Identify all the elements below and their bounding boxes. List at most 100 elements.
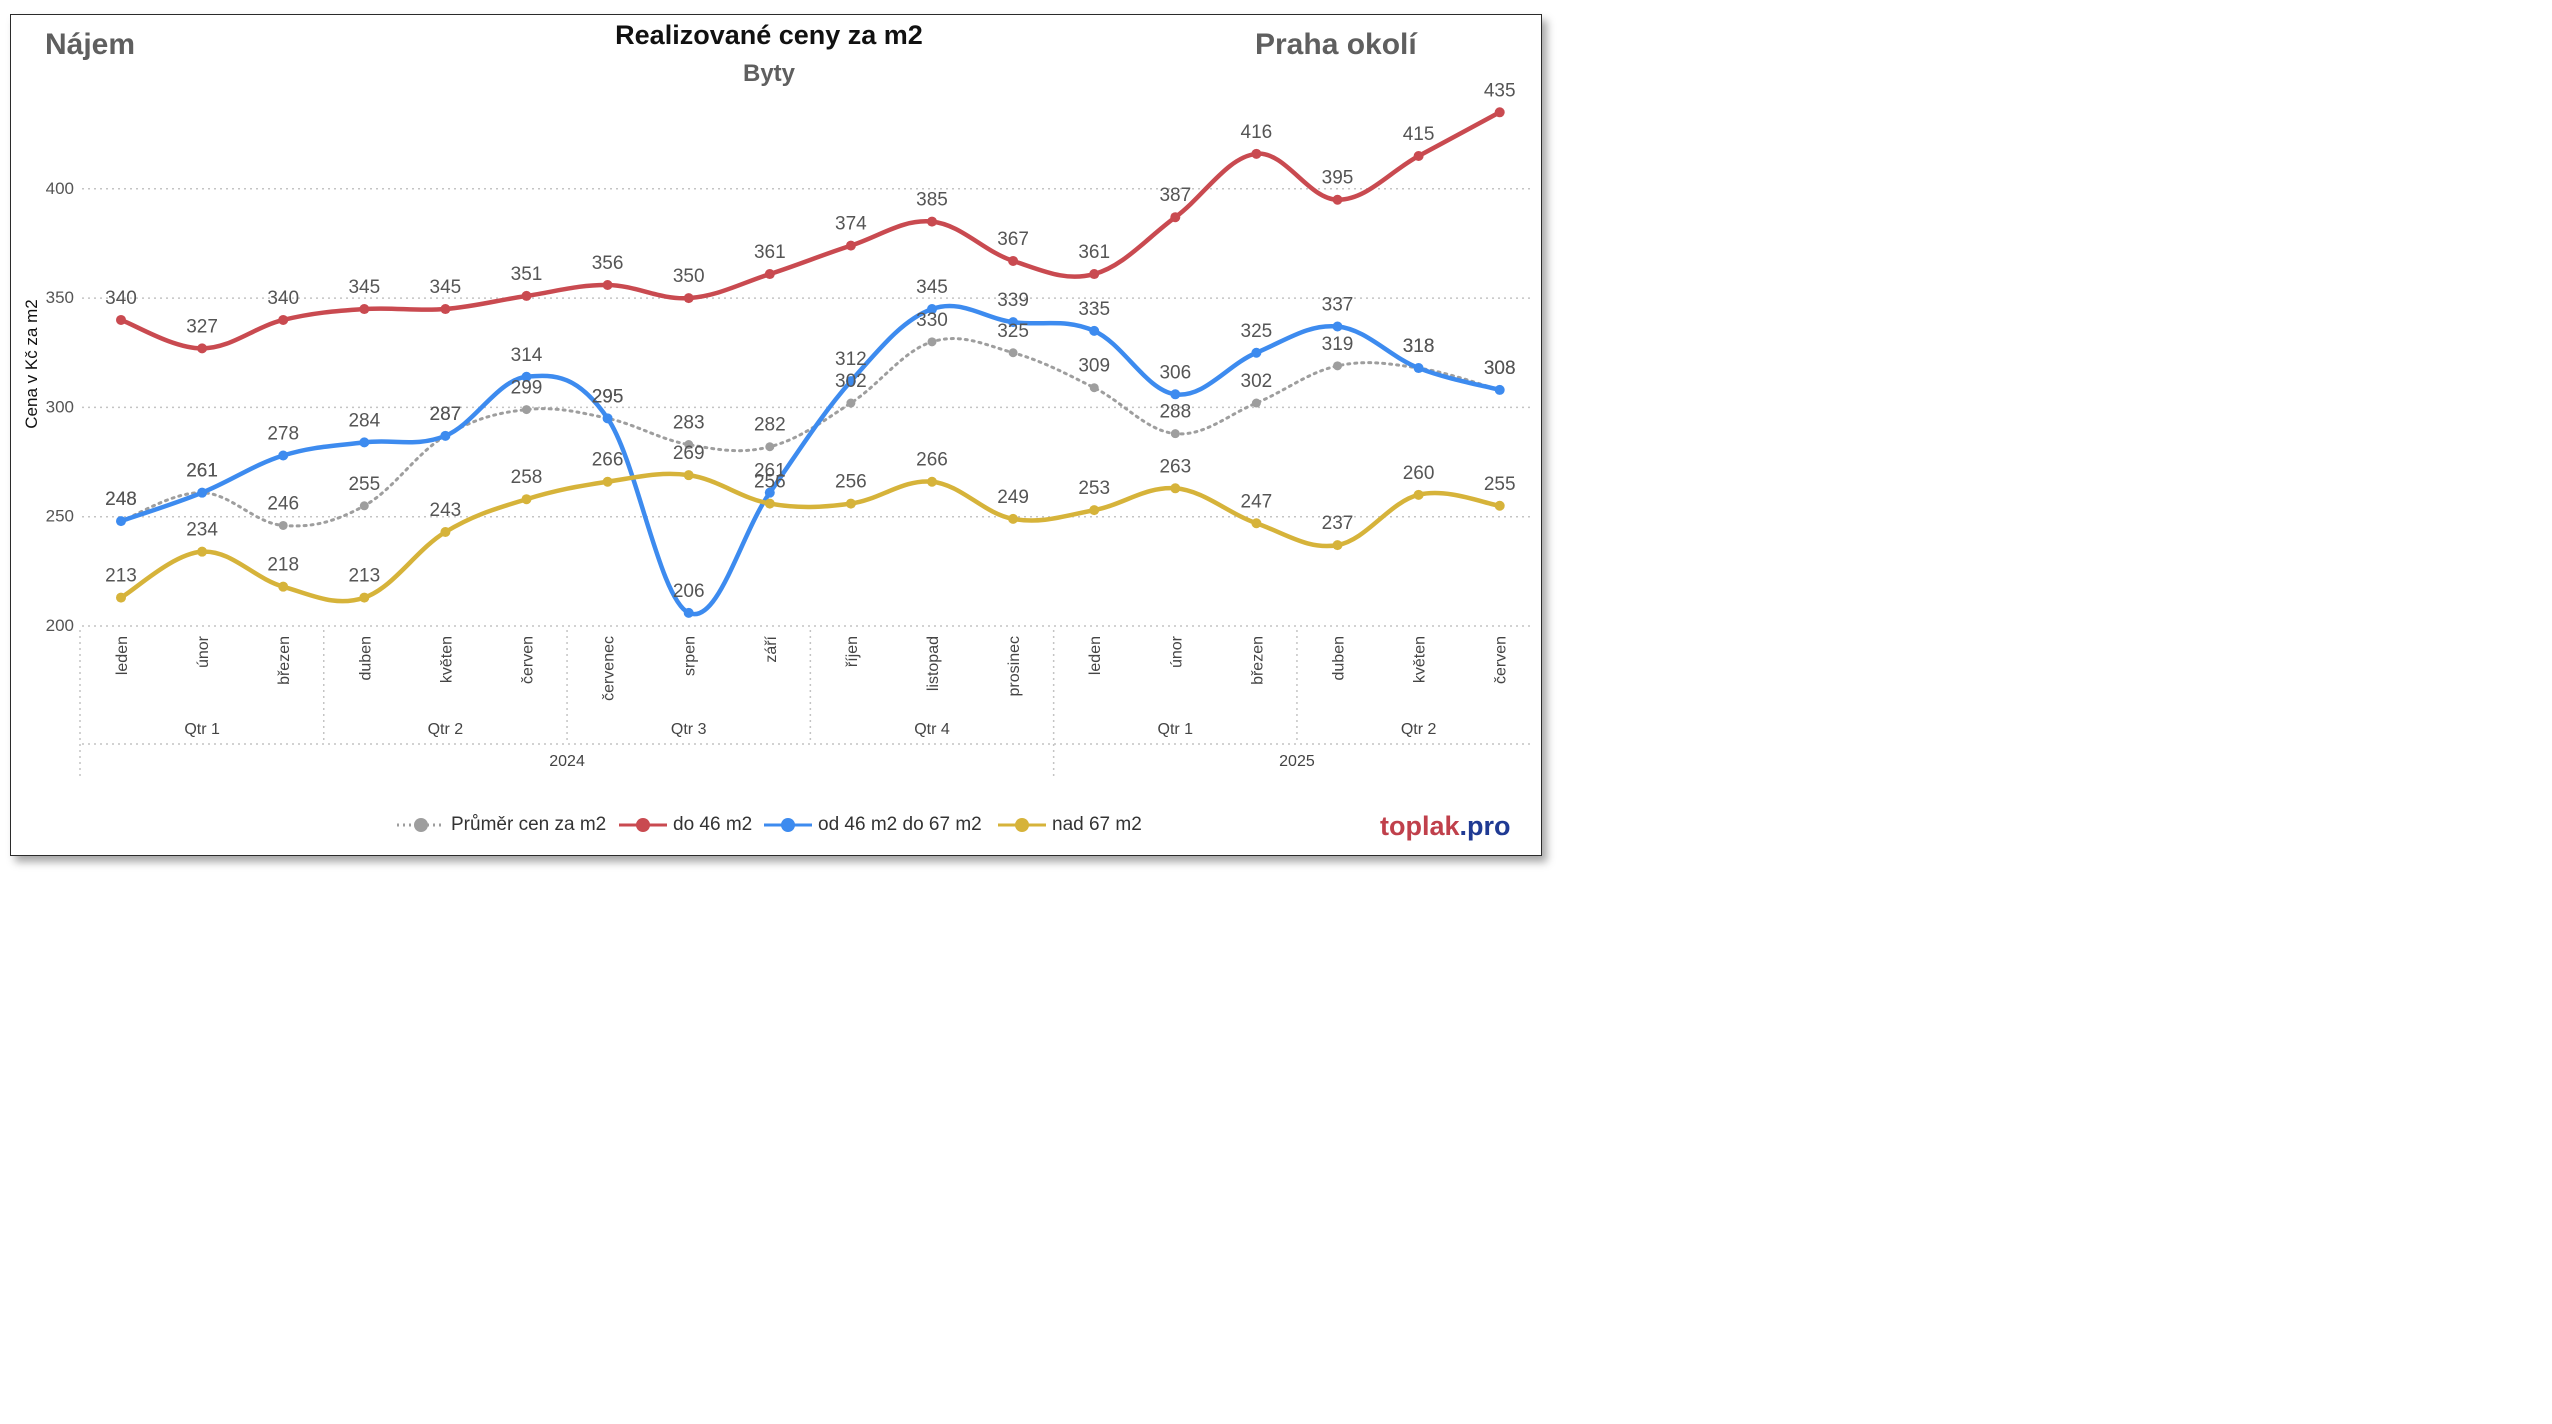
legend-line-icon <box>619 818 667 832</box>
data-point <box>1332 321 1343 332</box>
data-point <box>359 437 370 448</box>
chart-canvas: 200 250 300 350 400 Cena v Kč za m2 leden únor b… <box>22 80 1532 778</box>
data-label: 255 <box>348 474 380 495</box>
data-label: 263 <box>1159 456 1191 477</box>
data-label: 256 <box>835 472 867 493</box>
data-label: 330 <box>916 310 948 331</box>
data-label: 287 <box>430 404 462 425</box>
y-tick-label: 400 <box>46 179 74 198</box>
series-line <box>118 471 1502 604</box>
data-label: 309 <box>1078 356 1110 377</box>
data-label: 374 <box>835 214 867 235</box>
data-label: 282 <box>754 415 786 436</box>
x-tick-label: září <box>763 635 780 662</box>
data-point <box>1089 269 1100 280</box>
data-point <box>359 592 370 603</box>
data-point <box>764 498 775 509</box>
data-label: 308 <box>1484 358 1516 379</box>
x-tick-label: prosinec <box>1006 636 1023 696</box>
data-label: 340 <box>105 288 137 309</box>
data-label: 283 <box>673 413 705 434</box>
data-point <box>440 430 451 441</box>
data-point <box>764 269 775 280</box>
x-tick-label: květen <box>1412 636 1429 683</box>
legend-item-average[interactable]: Průměr cen za m2 <box>395 814 606 836</box>
quarter-label: Qtr 4 <box>914 721 950 738</box>
data-point <box>845 498 856 509</box>
data-point <box>116 314 126 325</box>
data-point <box>764 487 775 498</box>
data-label: 335 <box>1078 299 1110 320</box>
data-label: 248 <box>105 489 137 510</box>
year-label: 2024 <box>549 753 585 770</box>
data-label: 319 <box>1322 334 1354 355</box>
y-tick-label: 200 <box>46 616 74 635</box>
data-label: 295 <box>592 386 624 407</box>
data-label: 395 <box>1322 168 1354 189</box>
x-tick-label: březen <box>1249 636 1266 685</box>
legend-label: nad 67 m2 <box>1052 814 1142 835</box>
chart-subtitle: Byty <box>742 60 796 87</box>
data-point <box>1170 429 1180 439</box>
data-point <box>683 607 694 618</box>
data-point <box>1332 540 1343 551</box>
legend-item-small[interactable]: do 46 m2 <box>617 814 752 836</box>
series-line <box>118 110 1502 351</box>
legend-label: do 46 m2 <box>673 814 753 835</box>
data-point <box>522 405 531 415</box>
x-tick-label: červenec <box>601 636 618 701</box>
data-point <box>440 527 451 538</box>
data-label: 246 <box>267 493 299 514</box>
data-point <box>683 470 694 481</box>
data-label: 416 <box>1241 122 1273 143</box>
data-label: 312 <box>835 349 867 370</box>
data-point <box>521 371 532 382</box>
data-point <box>602 279 613 290</box>
data-label: 325 <box>997 321 1029 342</box>
legend-item-medium[interactable]: od 46 m2 do 67 m2 <box>762 814 982 836</box>
x-tick-label: únor <box>195 635 212 668</box>
year-label: 2025 <box>1279 753 1315 770</box>
legend-line-icon <box>998 818 1046 832</box>
data-point <box>1494 500 1505 511</box>
data-label: 337 <box>1322 295 1354 316</box>
legend-label: od 46 m2 do 67 m2 <box>818 814 982 835</box>
data-point <box>1413 151 1424 162</box>
data-label: 269 <box>673 443 705 464</box>
y-tick-label: 250 <box>46 507 74 526</box>
data-point <box>1008 513 1019 524</box>
data-point <box>1170 483 1181 494</box>
data-point <box>1413 489 1424 500</box>
x-tick-label: duben <box>357 636 374 681</box>
data-label: 302 <box>1241 371 1273 392</box>
data-point <box>765 442 775 452</box>
data-label: 318 <box>1403 336 1435 357</box>
data-label: 284 <box>348 410 380 431</box>
data-label: 435 <box>1484 80 1516 101</box>
data-label: 258 <box>511 467 543 488</box>
data-point <box>1251 347 1262 358</box>
data-label: 287 <box>430 404 462 425</box>
quarter-label: Qtr 1 <box>184 721 220 738</box>
data-point <box>1170 212 1181 223</box>
segment-label: Nájem <box>45 28 136 61</box>
data-point <box>1494 384 1505 395</box>
data-point <box>1251 148 1262 159</box>
data-label: 327 <box>186 316 218 337</box>
data-point <box>521 290 532 301</box>
data-point <box>197 343 208 354</box>
x-tick-label: květen <box>438 636 455 683</box>
data-point <box>684 440 694 450</box>
data-point <box>683 293 694 304</box>
data-point <box>1332 194 1343 205</box>
data-label: 367 <box>997 229 1029 250</box>
brand-logo: toplak.pro <box>1380 811 1511 841</box>
data-label: 351 <box>511 264 543 285</box>
chart-title: Realizované ceny za m2 <box>615 20 923 50</box>
data-label: 385 <box>916 190 948 211</box>
data-point <box>927 216 937 227</box>
data-point <box>278 520 288 530</box>
data-label: 249 <box>997 487 1029 508</box>
data-point <box>197 546 208 557</box>
legend-item-large[interactable]: nad 67 m2 <box>996 814 1142 836</box>
